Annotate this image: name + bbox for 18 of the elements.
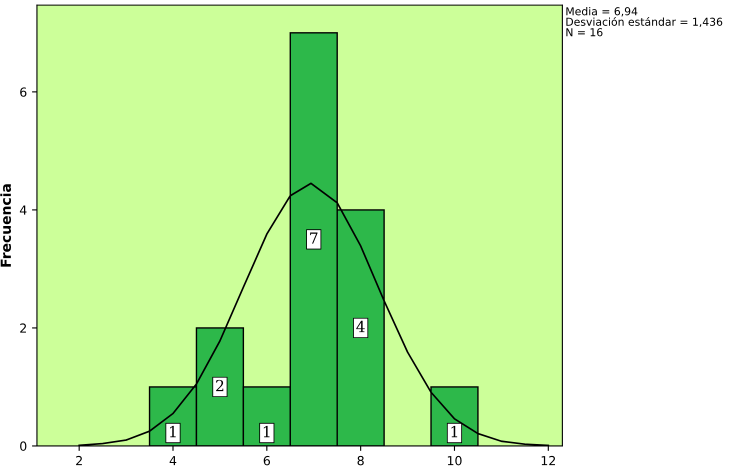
data-label: 7 [310,232,318,244]
text: Media = 6,94 Desviación estándar = 1,436 N = 16 [566,6,722,36]
x-tick-label: 12 [542,456,556,466]
data-label: 1 [170,426,176,438]
x-tick-label: 4 [170,456,176,466]
y-tick-label: 4 [20,206,27,215]
x-tick-label: 8 [358,456,364,466]
data-label: 2 [216,380,224,392]
x-tick-label: 2 [76,456,82,466]
data-label: 1 [451,426,458,438]
x-tick-label: 10 [448,456,462,466]
data-label: 4 [356,320,365,332]
y-tick-label: 6 [20,87,26,97]
y-tick-label: 0 [20,441,26,451]
data-label: 1 [264,426,270,438]
y-axis-title: Frecuencia [0,184,12,267]
x-tick-label: 6 [264,456,270,466]
y-tick-label: 2 [20,323,26,333]
